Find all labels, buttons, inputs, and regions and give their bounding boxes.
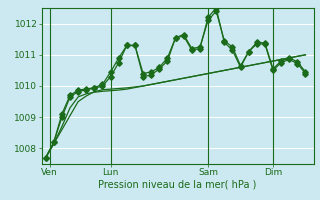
X-axis label: Pression niveau de la mer( hPa ): Pression niveau de la mer( hPa ) <box>99 180 257 190</box>
